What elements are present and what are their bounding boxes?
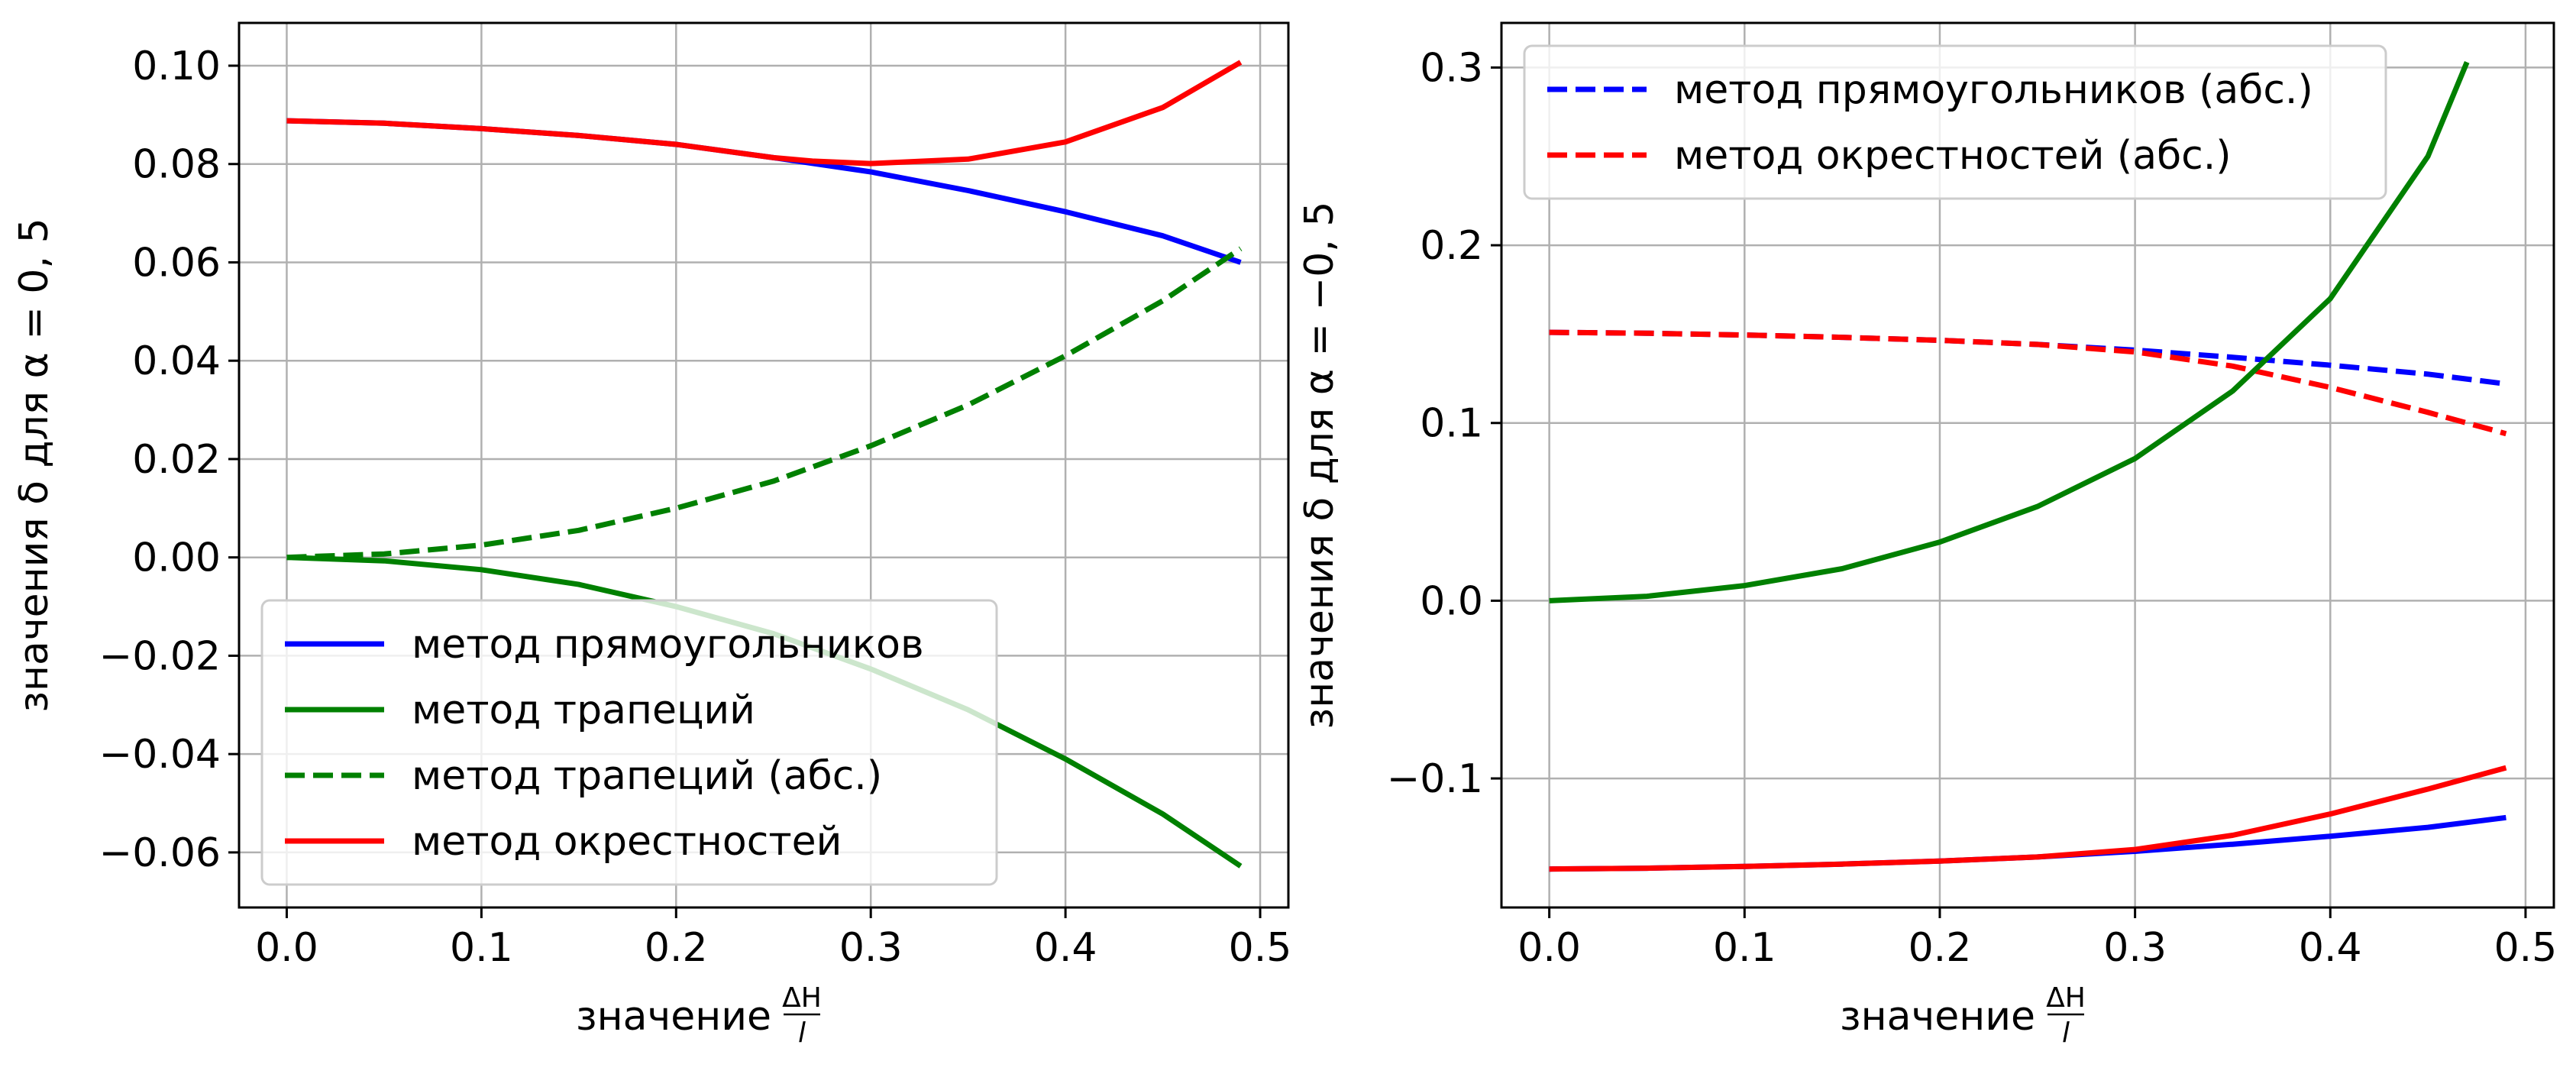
plot-frame [238,21,1290,909]
y-tick-label: 0.1 [1420,401,1483,447]
x-axis-label: значение ΔHl [576,982,822,1049]
x-axis-label-numerator: ΔH [782,982,822,1014]
legend: метод прямоугольников (абс.) метод окрест… [1523,44,2387,200]
y-tick-label: 0.02 [132,437,221,483]
series-line-2 [286,246,1243,561]
left-plot: 0.0 0.1 0.2 0.3 0.4 0.5 0.10 0.08 0.06 0.04 0.02 0.… [11,21,1292,1049]
legend: метод прямоугольников метод трапеций метод… [260,599,998,886]
y-tick-label: 0.06 [132,240,221,286]
y-tick-label: 0.00 [132,535,221,581]
legend-label: метод прямоугольников [412,622,924,668]
x-tick-label: 0.1 [1713,925,1776,971]
legend-label: метод прямоугольников (абс.) [1674,67,2313,113]
legend-label: метод трапеций [412,687,755,733]
x-tick-label: 0.2 [645,925,708,971]
y-axis-label: значения δ для α = 0, 5 [11,218,57,712]
legend-label: метод окрестностей (абс.) [1674,133,2232,179]
x-tick-label: 0.2 [1909,925,1972,971]
x-tick-label: 0.1 [450,925,513,971]
y-tick-label: −0.02 [99,633,221,679]
plot-frame [1500,21,2555,909]
y-tick-label: 0.04 [132,338,221,384]
y-axis-label: значения δ для α = −0, 5 [1297,202,1343,729]
legend-label: метод окрестностей [412,819,842,865]
x-tick-label: 0.4 [1034,925,1097,971]
x-tick-label: 0.3 [2103,925,2167,971]
x-tick-label: 0.4 [2299,925,2362,971]
legend-box [260,599,998,886]
series-line-0 [286,118,1242,265]
x-tick-label: 0.3 [839,925,903,971]
series-line-0 [1549,329,2507,387]
y-tick-label: 0.2 [1420,223,1483,269]
y-tick-label: −0.1 [1387,756,1483,802]
y-tick-label: 0.0 [1420,578,1483,624]
x-tick-label: 0.5 [2494,925,2558,971]
legend-box [1523,44,2387,200]
y-tick-label: 0.10 [132,44,221,89]
x-axis-label-denominator: l [2062,1017,2070,1049]
legend-label: метод трапеций (абс.) [412,753,882,799]
x-axis-label-text: значение [576,994,771,1040]
series-line-3 [286,60,1243,167]
series-line-3 [1549,814,2507,872]
y-tick-label: −0.06 [99,830,221,876]
x-tick-label: 0.0 [255,925,318,971]
x-axis-label-denominator: l [798,1017,806,1049]
series-line-1 [1549,329,2507,437]
series-group [1549,61,2507,872]
x-tick-label: 0.0 [1517,925,1581,971]
right-plot: 0.0 0.1 0.2 0.3 0.4 0.5 0.3 0.2 0.1 0.0 −0.1 значен… [1297,21,2558,1049]
x-axis-label-numerator: ΔH [2046,982,2086,1014]
x-axis-label: значение ΔHl [1840,982,2086,1049]
y-tick-label: −0.04 [99,732,221,778]
y-tick-label: 0.3 [1420,45,1483,91]
x-tick-label: 0.5 [1229,925,1292,971]
x-axis-label-text: значение [1840,994,2035,1040]
series-line-2 [1549,61,2470,603]
y-tick-label: 0.08 [132,142,221,188]
series-line-4 [1549,765,2507,872]
